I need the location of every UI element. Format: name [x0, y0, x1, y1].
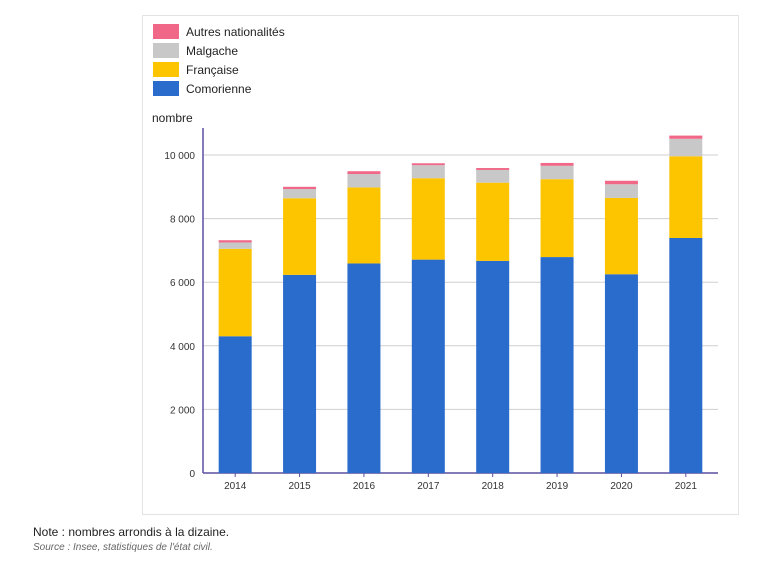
y-axis-label: nombre [152, 111, 193, 125]
chart-source: Source : Insee, statistiques de l'état c… [33, 542, 213, 553]
bar-segment [669, 237, 703, 473]
bar-segment [411, 165, 445, 179]
bar-segment [476, 168, 510, 170]
x-tick-label: 2018 [482, 481, 505, 492]
x-tick-label: 2016 [353, 481, 376, 492]
bar-segment [669, 138, 703, 157]
legend-swatch [153, 24, 179, 39]
bar-segment [283, 186, 317, 190]
legend-swatch [153, 81, 179, 96]
y-tick-label: 10 000 [164, 151, 195, 162]
bar-segment [411, 163, 445, 166]
bar-segment [604, 180, 638, 185]
y-tick-label: 2 000 [170, 405, 195, 416]
bar-segment [540, 257, 574, 473]
bar-segment [540, 179, 574, 258]
chart-note: Note : nombres arrondis à la dizaine. [33, 525, 230, 539]
bar-segment [218, 248, 252, 337]
bar-segment [411, 178, 445, 260]
bar-segment [540, 165, 574, 180]
legend-label: Française [186, 63, 239, 77]
bar-segment [476, 169, 510, 183]
legend-swatch [153, 62, 179, 77]
bar-segment [476, 182, 510, 261]
bar-segment [669, 156, 703, 238]
x-tick-label: 2017 [417, 481, 440, 492]
bar-segment [540, 162, 574, 166]
y-tick-label: 0 [189, 469, 195, 480]
bar-segment [283, 274, 317, 473]
stacked-bar-chart: 0 2 000 4 000 6 000 8 000 10 000 nombre 2014 201… [152, 24, 718, 492]
bar-segment [347, 174, 381, 188]
legend-label: Comorienne [186, 82, 252, 96]
bar-segment [283, 189, 317, 199]
bar-segment [218, 336, 252, 473]
bar-segment [604, 274, 638, 473]
legend-label: Autres nationalités [186, 25, 285, 39]
y-tick-label: 4 000 [170, 342, 195, 353]
bar-segment [604, 197, 638, 275]
bar-segment [604, 184, 638, 198]
bar-segment [218, 240, 252, 243]
x-tick-label: 2014 [224, 481, 247, 492]
bar-segment [218, 242, 252, 249]
bar-segment [476, 260, 510, 473]
bar-segment [347, 171, 381, 175]
x-tick-label: 2019 [546, 481, 569, 492]
y-tick-label: 8 000 [170, 215, 195, 226]
y-tick-label: 6 000 [170, 278, 195, 289]
bar-segment [347, 187, 381, 264]
x-tick-label: 2021 [675, 481, 698, 492]
legend-label: Malgache [186, 44, 238, 58]
bar-segment [411, 259, 445, 473]
bar-segment [669, 135, 703, 139]
bar-segment [347, 263, 381, 473]
x-tick-label: 2015 [288, 481, 311, 492]
x-tick-label: 2020 [610, 481, 633, 492]
chart-frame [142, 15, 739, 515]
bar-segment [283, 198, 317, 275]
legend-swatch [153, 43, 179, 58]
